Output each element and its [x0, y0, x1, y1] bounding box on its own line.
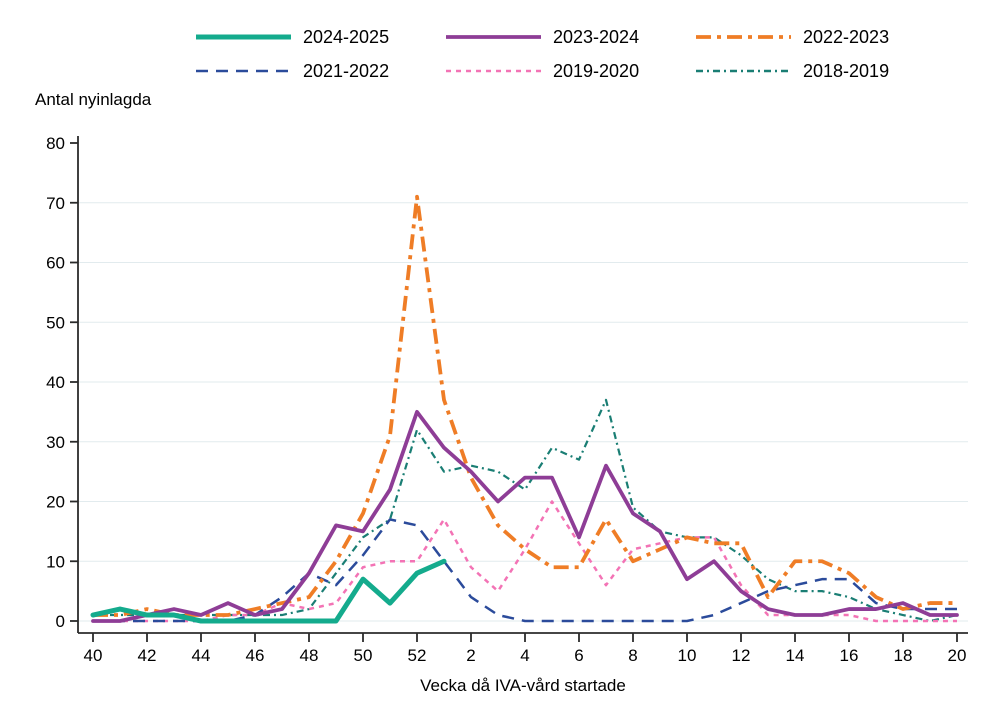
x-tick-label: 46: [246, 646, 265, 665]
x-tick-label: 6: [574, 646, 583, 665]
legend-label: 2018-2019: [803, 60, 890, 81]
y-tick-label: 80: [46, 134, 65, 153]
y-tick-label: 20: [46, 493, 65, 512]
legend-item-2019-2020: 2019-2020: [446, 61, 639, 81]
y-tick-label: 40: [46, 373, 65, 392]
legend-item-2018-2019: 2018-2019: [696, 61, 889, 81]
legend-item-2023-2024: 2023-2024: [446, 27, 639, 47]
y-tick-label: 0: [56, 612, 65, 631]
legend-item-2022-2023: 2022-2023: [696, 27, 889, 47]
legend-label: 2021-2022: [303, 60, 390, 81]
x-tick-label: 50: [354, 646, 373, 665]
legend-line-sample: [446, 35, 541, 39]
legend-label: 2019-2020: [553, 60, 640, 81]
y-tick-label: 50: [46, 313, 65, 332]
series-line-2023-2024: [91, 409, 959, 623]
legend-line-sample: [196, 69, 291, 73]
x-tick-label: 18: [894, 646, 913, 665]
x-tick-label: 40: [84, 646, 103, 665]
x-tick-label: 20: [948, 646, 967, 665]
legend-label: 2023-2024: [553, 26, 640, 47]
y-tick-label: 30: [46, 433, 65, 452]
y-tick-label: 60: [46, 254, 65, 273]
legend-label: 2022-2023: [803, 26, 890, 47]
series-line-2024-2025: [90, 558, 447, 624]
x-tick-label: 2: [466, 646, 475, 665]
series-line-2019-2020: [93, 500, 957, 623]
series-line-2018-2019: [93, 398, 958, 623]
x-tick-label: 52: [408, 646, 427, 665]
legend-line-sample: [696, 69, 791, 73]
x-tick-label: 4: [520, 646, 529, 665]
series-line-2022-2023: [93, 194, 957, 617]
x-tick-label: 8: [628, 646, 637, 665]
x-tick-label: 14: [786, 646, 805, 665]
legend-item-2021-2022: 2021-2022: [196, 61, 389, 81]
x-axis-label: Vecka då IVA-vård startade: [420, 676, 626, 695]
y-tick-label: 70: [46, 194, 65, 213]
x-tick-label: 16: [840, 646, 859, 665]
x-tick-label: 48: [300, 646, 319, 665]
y-tick-label: 10: [46, 552, 65, 571]
legend-item-2024-2025: 2024-2025: [196, 27, 389, 47]
x-tick-label: 42: [138, 646, 157, 665]
legend-line-sample: [196, 34, 291, 40]
x-tick-label: 44: [192, 646, 211, 665]
legend-line-sample: [446, 69, 541, 73]
y-axis-title: Antal nyinlagda: [35, 90, 152, 109]
legend-line-sample: [696, 35, 791, 39]
x-tick-label: 10: [678, 646, 697, 665]
x-tick-label: 12: [732, 646, 751, 665]
legend-label: 2024-2025: [303, 26, 390, 47]
